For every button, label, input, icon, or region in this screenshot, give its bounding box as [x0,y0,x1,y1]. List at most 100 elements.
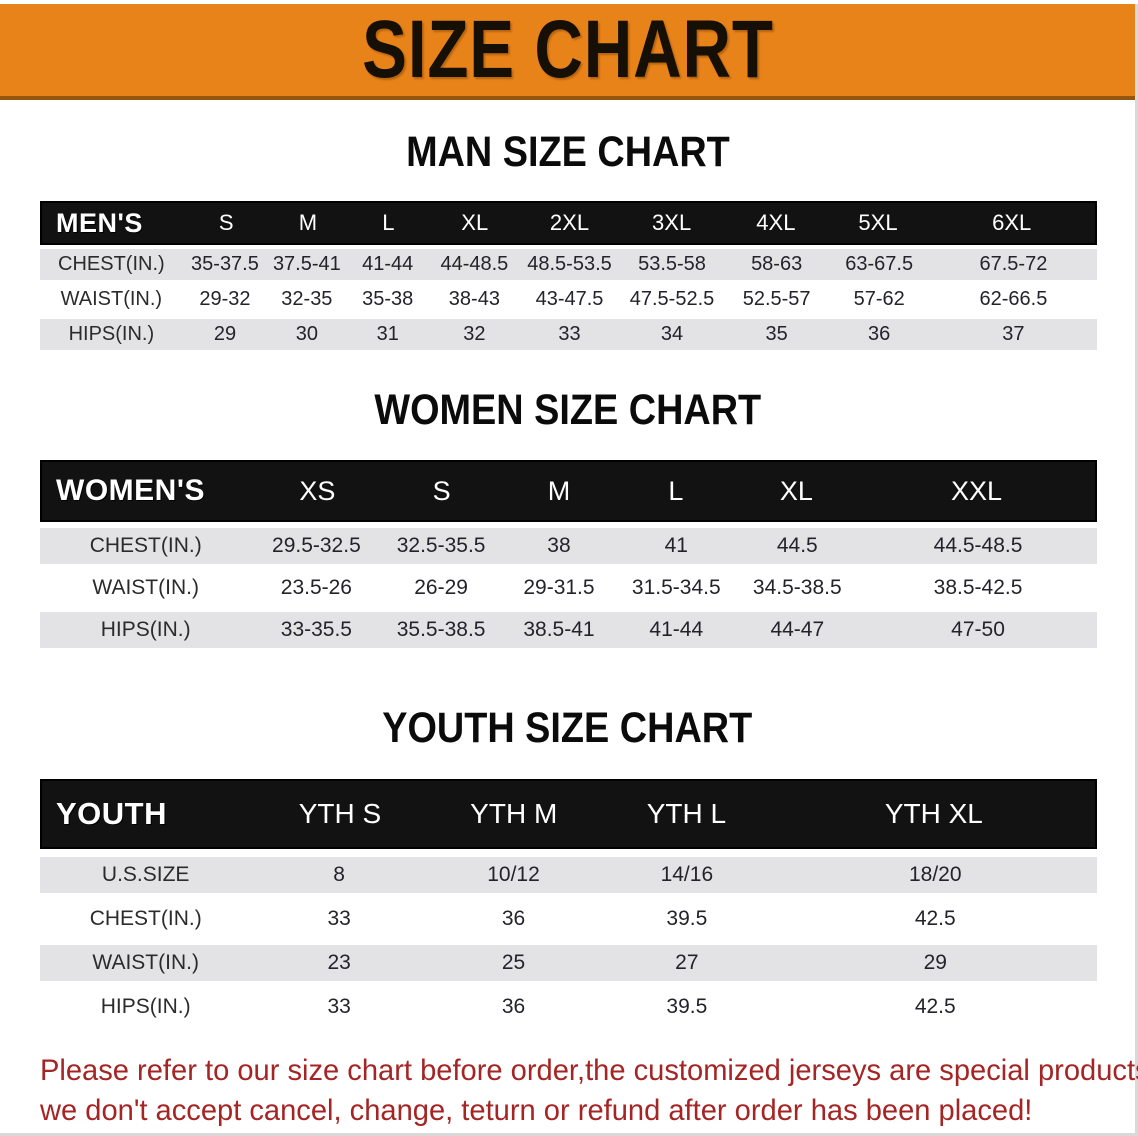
size-value: 29 [213,323,237,345]
size-value: 41 [664,534,688,557]
size-column-header: XXL [950,475,1003,506]
size-column-header: YTH L [646,798,727,829]
size-value: 44.5-48.5 [933,534,1023,557]
size-value: 44-47 [770,618,825,641]
size-value: 35 [765,323,788,345]
youth-size-table: YOUTH YTH S YTH M YTH L YTH XL U.S.SIZE … [40,779,1097,1025]
table-row: WAIST(IN.) 23 25 27 29 [40,945,1097,981]
size-value: 27 [675,951,699,974]
size-value: 32-35 [281,288,333,310]
size-value: 33-35.5 [280,618,352,641]
size-value: 42.5 [914,907,956,930]
size-value: 31.5-34.5 [631,576,721,599]
size-value: 35.5-38.5 [396,618,486,641]
size-column-header: 4XL [756,210,796,235]
women-section-heading: WOMEN SIZE CHART [374,386,761,434]
size-column-header: 3XL [652,210,692,235]
size-value: 41-44 [649,618,704,641]
size-column-header: M [298,210,318,235]
size-value: 38-43 [448,288,500,310]
size-column-header: 5XL [858,210,898,235]
size-value: 37 [1002,323,1025,345]
size-column-header: S [218,210,234,235]
size-value: 48.5-53.5 [527,253,612,275]
size-value: 26-29 [414,576,468,599]
size-value: 58-63 [751,253,803,275]
size-value: 23 [327,951,351,974]
size-value: 29-32 [199,288,251,310]
banner-title: SIZE CHART [361,4,774,95]
table-row: HIPS(IN.) 29 30 31 32 33 34 35 36 37 [40,319,1097,350]
size-value: 44-48.5 [440,253,509,275]
size-chart-banner: SIZE CHART [0,4,1135,100]
size-value: 10/12 [487,863,540,886]
size-value: 62-66.5 [979,288,1048,310]
size-value: 29-31.5 [523,576,595,599]
size-value: 36 [868,323,891,345]
table-row: CHEST(IN.) 29.5-32.5 32.5-35.5 38 41 44.… [40,528,1097,564]
size-value: 39.5 [666,907,708,930]
size-value: 34.5-38.5 [752,576,842,599]
size-value: 25 [501,951,526,974]
size-value: 33 [327,995,351,1018]
size-value: 57-62 [853,288,905,310]
size-column-header: M [547,475,571,506]
size-value: 38.5-42.5 [933,576,1023,599]
size-column-header: L [382,210,395,235]
row-label: HIPS(IN.) [100,995,191,1018]
women-size-table: WOMEN'S XS S M L XL XXL CHEST(IN.) 29.5-… [40,460,1097,648]
size-value: 38.5-41 [523,618,595,641]
size-column-header: 2XL [549,210,590,235]
size-value: 23.5-26 [280,576,352,599]
size-value: 52.5-57 [742,288,811,310]
size-value: 33 [558,323,581,345]
table-row: CHEST(IN.) 35-37.5 37.5-41 41-44 44-48.5… [40,249,1097,280]
row-label: U.S.SIZE [101,863,190,886]
row-label: WAIST(IN.) [60,288,163,310]
size-column-header: 6XL [992,210,1032,235]
size-column-header: XL [779,475,813,506]
size-column-header: YTH S [298,798,382,829]
size-value: 38 [547,534,571,557]
men-size-table: MEN'S S M L XL 2XL 3XL 4XL 5XL 6XL CHEST… [40,201,1097,350]
size-column-header: L [668,475,684,506]
order-disclaimer: Please refer to our size chart before or… [40,1051,1138,1131]
table-row: U.S.SIZE 8 10/12 14/16 18/20 [40,857,1097,893]
size-value: 8 [333,863,345,886]
size-value: 33 [327,907,351,930]
size-value: 63-67.5 [845,253,914,275]
men-section-heading: MAN SIZE CHART [405,128,730,176]
table-row: WAIST(IN.) 23.5-26 26-29 29-31.5 31.5-34… [40,570,1097,606]
size-value: 35-38 [362,288,414,310]
size-value: 32 [463,323,486,345]
size-value: 42.5 [914,995,956,1018]
table-row: CHEST(IN.) 33 36 39.5 42.5 [40,901,1097,937]
size-column-header: XL [461,210,489,235]
row-label: CHEST(IN.) [89,534,202,557]
size-value: 34 [660,323,684,345]
size-value: 44.5 [776,534,818,557]
youth-section-heading: YOUTH SIZE CHART [382,704,753,752]
size-value: 36 [501,995,526,1018]
size-column-header: S [432,475,451,506]
size-value: 18/20 [908,863,962,886]
table-row: HIPS(IN.) 33 36 39.5 42.5 [40,989,1097,1025]
table-row: HIPS(IN.) 33-35.5 35.5-38.5 38.5-41 41-4… [40,612,1097,648]
size-value: 47.5-52.5 [629,288,715,310]
size-value: 53.5-58 [638,253,706,275]
women-table-header-row: WOMEN'S XS S M L XL XXL [40,460,1097,522]
size-value: 29.5-32.5 [272,534,361,557]
size-column-header: YTH XL [884,798,983,829]
row-label: HIPS(IN.) [100,618,191,641]
disclaimer-line-2: we don't accept cancel, change, teturn o… [40,1094,1033,1127]
size-value: 31 [376,323,399,345]
row-label: HIPS(IN.) [68,323,155,345]
row-label: CHEST(IN.) [58,253,165,275]
size-column-header: YTH M [470,798,558,829]
size-value: 36 [501,907,526,930]
size-value: 47-50 [951,618,1005,641]
row-label: WAIST(IN.) [92,951,199,974]
women-header-label: WOMEN'S [56,474,205,507]
size-column-header: XS [299,475,336,506]
size-value: 32.5-35.5 [396,534,486,557]
